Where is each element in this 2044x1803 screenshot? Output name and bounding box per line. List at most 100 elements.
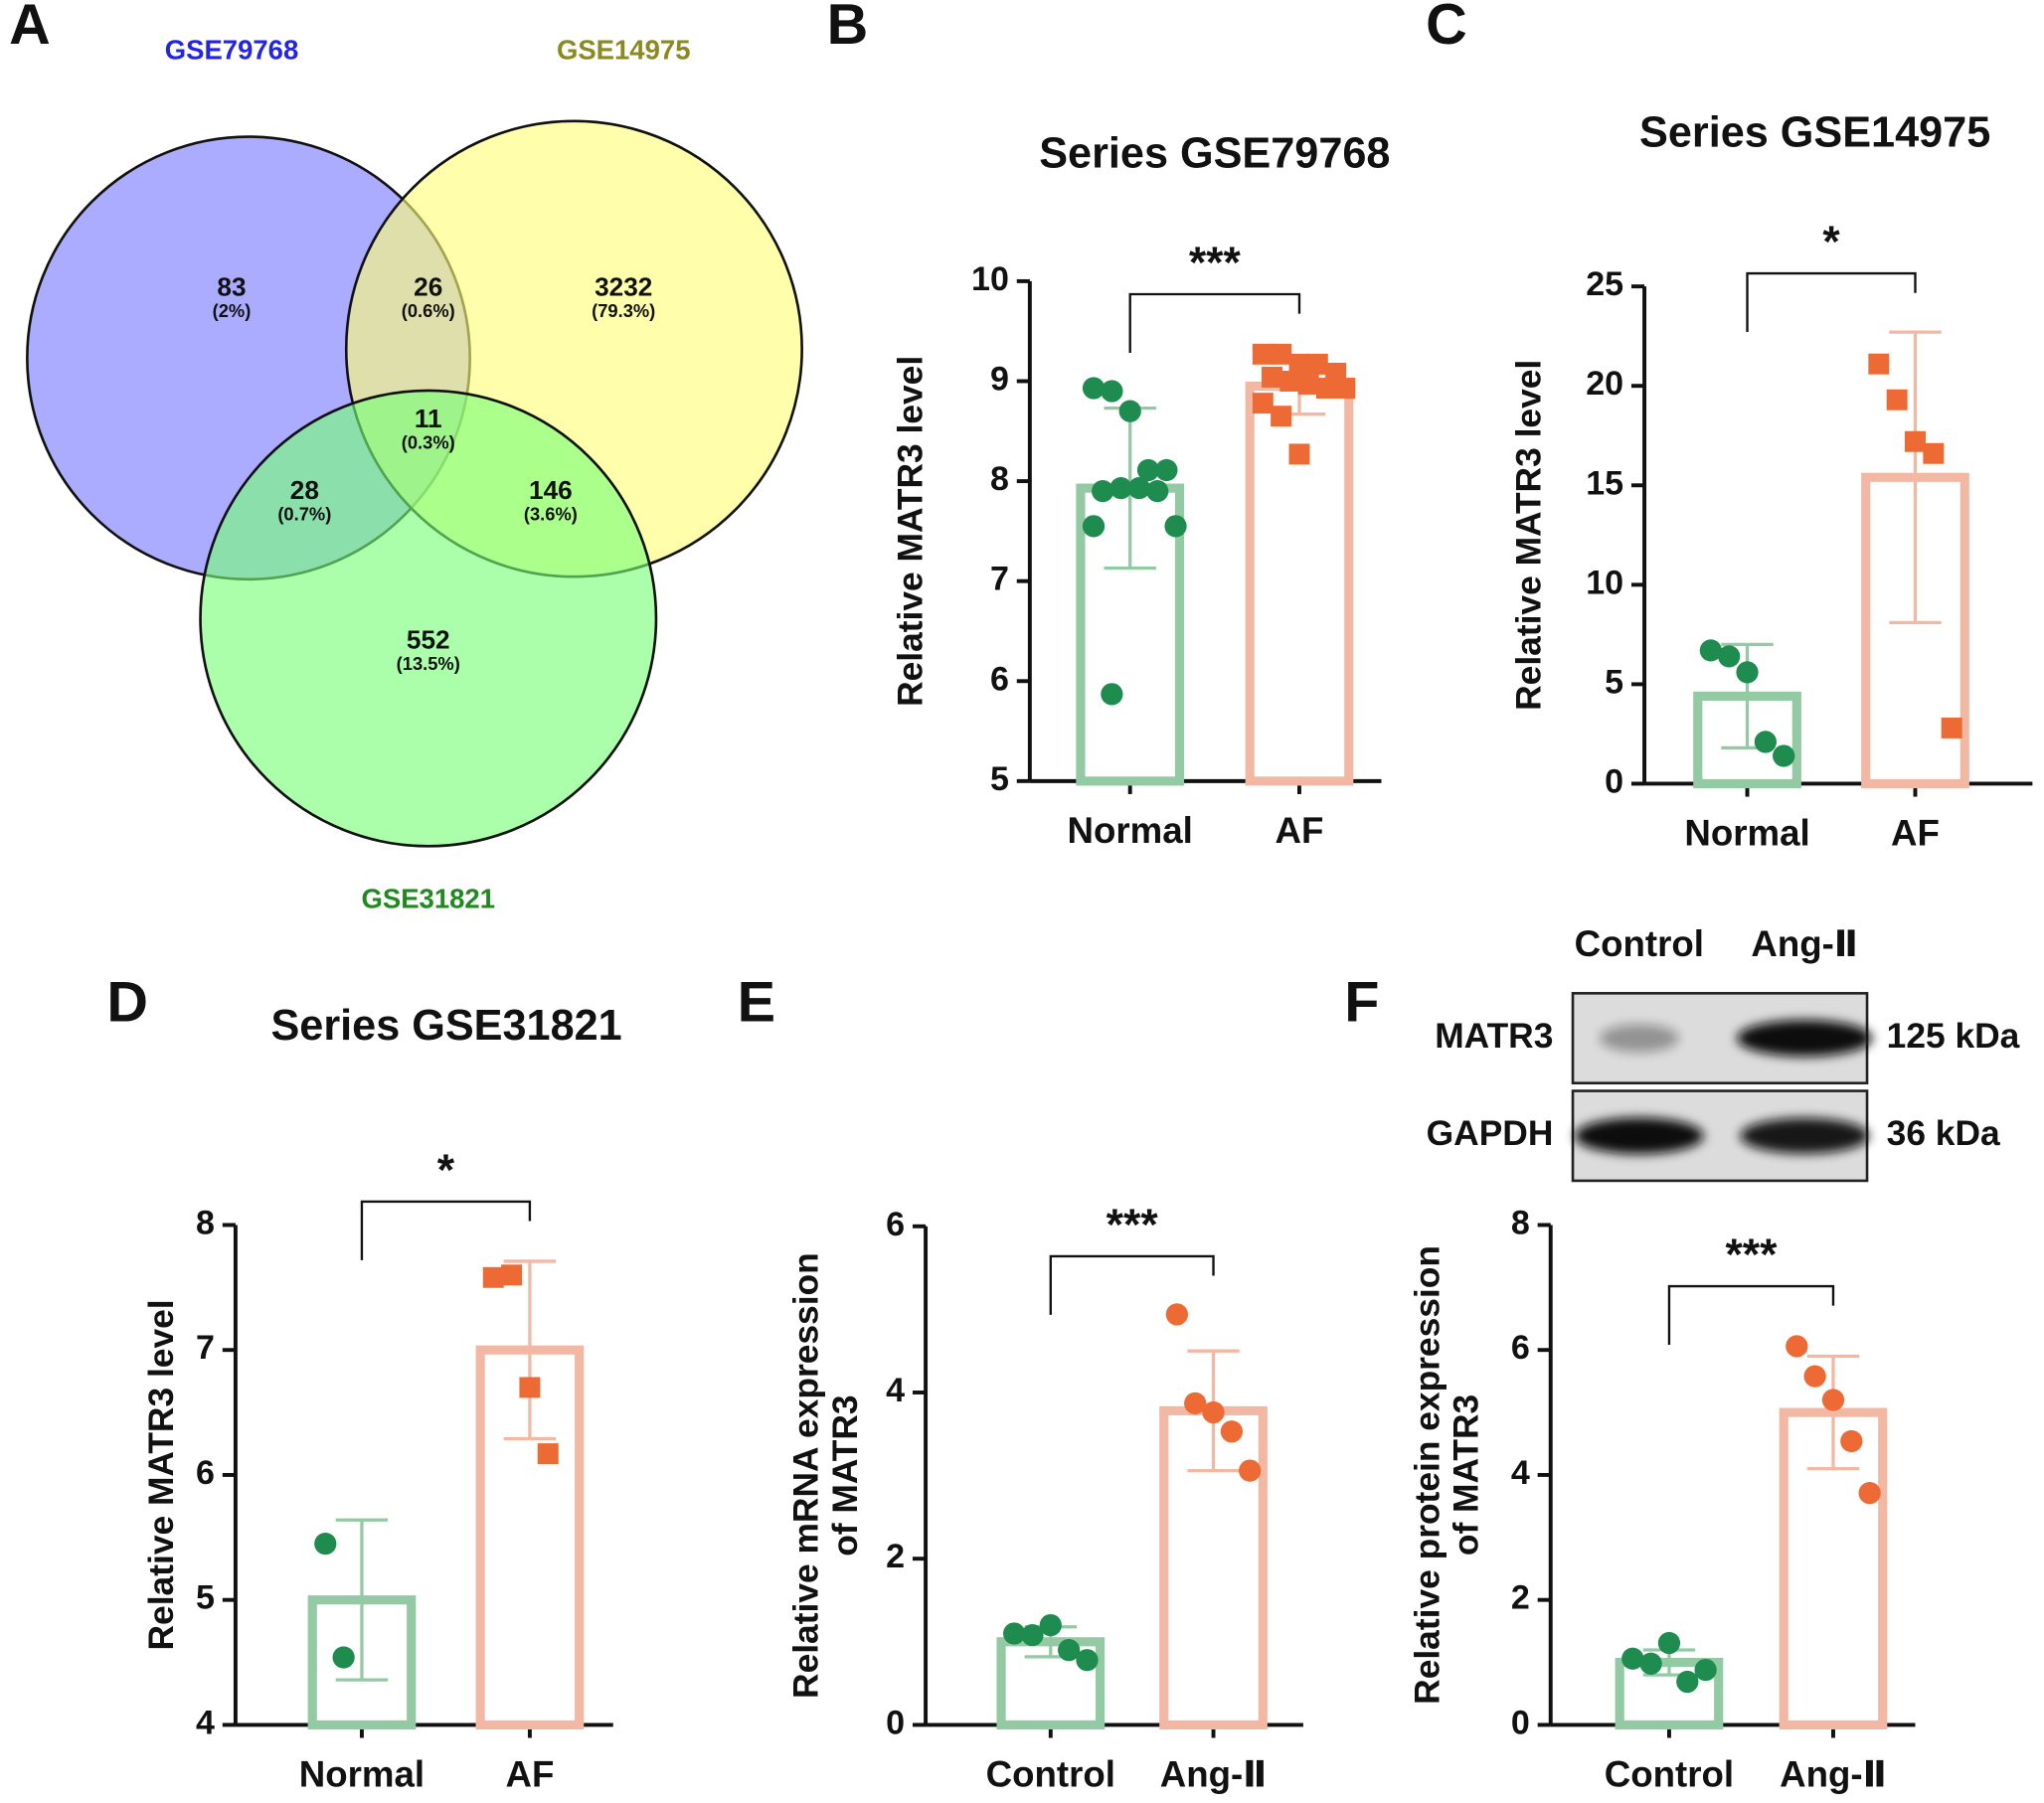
- y-axis-label: of MATR3: [1448, 1394, 1486, 1556]
- significance-label: *: [1822, 218, 1840, 266]
- data-point: [1718, 645, 1741, 668]
- data-point: [1271, 406, 1292, 427]
- x-tick-label: Control: [986, 1753, 1115, 1794]
- y-tick-label: 5: [196, 1579, 215, 1617]
- blot-row-label: GAPDH: [1427, 1114, 1554, 1153]
- data-point: [1252, 343, 1274, 365]
- blot-column-label: Control: [1575, 923, 1704, 964]
- y-axis-label: Relative MATR3 level: [891, 356, 930, 707]
- y-tick-label: 10: [971, 260, 1009, 298]
- data-point: [1146, 480, 1169, 503]
- data-point: [1736, 661, 1759, 684]
- panel-letter: D: [106, 971, 148, 1035]
- significance-bracket: [1049, 1254, 1215, 1315]
- panel-letter: C: [1426, 0, 1467, 57]
- data-point: [1840, 1429, 1863, 1453]
- region-count: 552: [407, 625, 450, 655]
- data-point: [1694, 1658, 1717, 1682]
- data-point: [1118, 400, 1141, 422]
- chart-title: Series GSE31821: [270, 1002, 621, 1050]
- blot-band: [1600, 1024, 1679, 1053]
- y-axis-label: Relative MATR3 level: [1509, 360, 1548, 711]
- y-tick-label: 8: [196, 1204, 215, 1241]
- region-count: 28: [290, 475, 319, 505]
- data-point: [1754, 731, 1777, 753]
- y-tick-label: 4: [886, 1372, 905, 1409]
- data-point: [1261, 366, 1282, 388]
- data-point: [1868, 353, 1890, 375]
- region-count: 83: [217, 272, 246, 302]
- data-point: [1306, 353, 1328, 375]
- data-point: [1058, 1639, 1081, 1662]
- y-tick-label: 6: [1511, 1329, 1530, 1367]
- y-tick-label: 4: [1511, 1454, 1530, 1492]
- data-point: [1639, 1652, 1662, 1675]
- region-count: 146: [529, 475, 573, 505]
- data-point: [1109, 476, 1132, 500]
- panel-letter: F: [1344, 971, 1379, 1035]
- blot-band: [1740, 1117, 1870, 1154]
- data-point: [1252, 393, 1274, 414]
- region-percent: (0.6%): [402, 300, 455, 321]
- significance-label: ***: [1725, 1230, 1778, 1279]
- data-point: [1288, 353, 1310, 375]
- data-point: [1220, 1420, 1244, 1443]
- data-point: [1082, 377, 1106, 400]
- data-point: [1076, 1649, 1099, 1672]
- blot-size-label: 125 kDa: [1887, 1017, 2020, 1056]
- significance-bracket: [1667, 1284, 1835, 1345]
- x-tick-label: AF: [505, 1753, 554, 1794]
- data-point: [1127, 476, 1151, 500]
- data-point: [1082, 515, 1106, 538]
- panel-letter: E: [738, 971, 775, 1035]
- data-point: [1699, 639, 1722, 662]
- region-percent: (0.7%): [277, 504, 331, 525]
- y-tick-label: 9: [990, 360, 1009, 398]
- data-point: [1941, 717, 1962, 738]
- y-tick-label: 7: [990, 561, 1009, 598]
- data-point: [1676, 1670, 1699, 1694]
- y-tick-label: 2: [886, 1538, 905, 1575]
- data-point: [482, 1266, 504, 1288]
- blot-band: [1574, 1117, 1704, 1155]
- significance-bracket: [360, 1200, 532, 1260]
- y-tick-label: 10: [1586, 564, 1623, 601]
- y-tick-label: 5: [990, 760, 1009, 798]
- x-tick-label: Normal: [1068, 810, 1193, 851]
- data-point: [1092, 480, 1114, 503]
- data-point: [1155, 458, 1178, 482]
- data-point: [1184, 1392, 1207, 1414]
- data-point: [1271, 343, 1292, 365]
- data-point: [1297, 374, 1319, 395]
- data-point: [1316, 378, 1337, 400]
- y-tick-label: 0: [1511, 1704, 1530, 1741]
- data-point: [1821, 1389, 1845, 1411]
- venn-circle: [199, 389, 658, 848]
- y-tick-label: 8: [1511, 1204, 1530, 1241]
- blot-band: [1737, 1020, 1873, 1057]
- data-point: [1165, 1303, 1188, 1326]
- data-point: [537, 1443, 559, 1465]
- data-point: [1905, 430, 1926, 452]
- y-tick-label: 0: [1605, 762, 1623, 800]
- data-point: [1039, 1613, 1062, 1637]
- set-label: GSE14975: [557, 35, 691, 66]
- y-tick-label: 2: [1511, 1579, 1530, 1617]
- data-point: [1136, 458, 1160, 482]
- significance-label: *: [437, 1146, 455, 1195]
- set-label: GSE31821: [361, 884, 495, 914]
- data-point: [1101, 380, 1123, 403]
- y-tick-label: 25: [1586, 265, 1623, 303]
- data-point: [1279, 371, 1301, 392]
- x-tick-label: Ang-Ⅱ: [1160, 1753, 1268, 1794]
- y-axis-label: Relative protein expression: [1408, 1245, 1447, 1705]
- blot-row-label: MATR3: [1435, 1017, 1553, 1056]
- region-count: 11: [415, 404, 442, 433]
- x-tick-label: Normal: [1684, 813, 1809, 854]
- blot-column-label: Ang-Ⅱ: [1751, 923, 1858, 964]
- region-count: 3232: [595, 272, 652, 302]
- y-tick-label: 4: [196, 1704, 215, 1741]
- data-point: [1003, 1622, 1026, 1645]
- data-point: [1239, 1459, 1262, 1482]
- data-point: [1657, 1631, 1681, 1655]
